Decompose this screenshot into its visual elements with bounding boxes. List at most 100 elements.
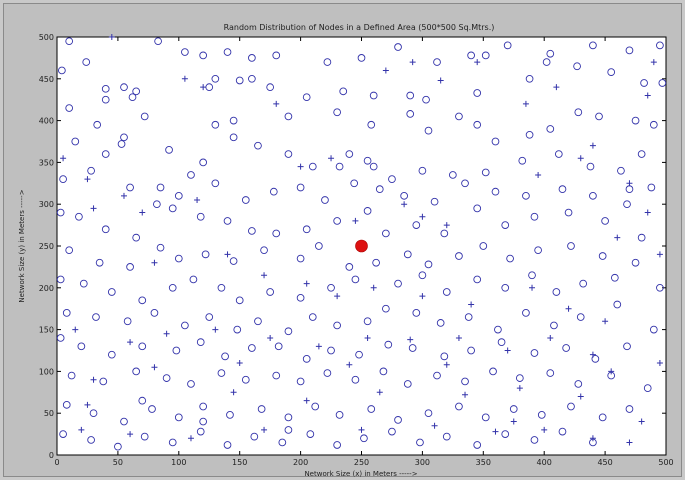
node-point [296,377,305,386]
node-plus-marker [644,92,651,99]
node-point [528,271,536,280]
node-plus-marker [267,334,274,341]
node-point [284,327,293,336]
node-point [546,369,555,377]
node-plus-marker [656,360,663,367]
x-tick-label: 0 [54,458,59,467]
node-point [372,258,380,267]
node-point [473,120,482,129]
node-point [546,125,555,133]
y-axis-label: Network Size (y) in Meters -----> [18,189,26,302]
node-plus-marker [352,217,359,224]
y-tick-label: 0 [49,451,54,460]
node-plus-marker [504,347,511,354]
node-point [62,400,71,409]
node-point [120,133,128,142]
node-plus-marker [370,284,377,291]
node-plus-marker [510,418,517,425]
node-point [464,313,473,321]
node-plus-marker [151,364,158,371]
node-point [199,158,208,167]
node-point [296,293,305,302]
node-plus-marker [589,351,596,358]
node-point [412,221,421,229]
node-point [501,430,510,438]
node-point [101,225,110,234]
node-point [558,427,567,436]
node-point [467,346,475,355]
node-point [229,116,238,125]
node-point [174,413,183,422]
node-point [75,212,83,221]
y-tick-label: 500 [39,33,54,42]
node-point [56,208,65,217]
node-point [181,321,189,330]
node-point [187,380,195,388]
node-point [369,162,378,171]
x-tick-label: 200 [293,458,308,467]
node-point [573,62,581,71]
node-point [154,37,162,46]
node-point [406,110,415,118]
node-point [235,76,244,85]
node-point [196,338,205,346]
node-point [643,384,652,392]
node-point [625,405,634,413]
node-point [481,413,490,422]
node-point [595,112,603,121]
node-point [440,352,449,361]
node-plus-marker [151,259,158,266]
node-point [455,112,463,121]
node-point [211,120,220,129]
node-point [367,405,376,413]
node-point [296,254,305,263]
node-plus-marker [626,439,633,446]
node-point [382,304,390,313]
node-plus-marker [589,142,596,149]
node-plus-marker [407,336,414,343]
figure-window: Random Distribution of Nodes in a Define… [3,3,682,478]
node-point [181,48,189,56]
x-axis-label: Network Size (x) in Meters -----> [304,470,417,478]
y-tick-label: 250 [39,242,54,251]
node-point [101,150,110,158]
node-point [613,300,622,309]
node-point [345,150,354,158]
node-point [436,319,445,327]
node-plus-marker [90,376,97,383]
node-plus-marker [455,334,462,341]
node-point [302,225,311,234]
node-plus-marker [72,326,79,333]
node-point [235,296,244,305]
node-point [233,325,242,334]
node-point [631,116,640,125]
node-point [567,402,575,411]
node-plus-marker [443,361,450,368]
node-point [479,242,488,250]
node-point [87,436,95,444]
node-point [525,130,534,139]
node-point [375,185,384,194]
node-plus-marker [656,251,663,258]
node-point [226,411,234,419]
node-point [308,162,317,171]
node-plus-marker [120,192,127,199]
node-point [491,137,500,146]
node-point [140,432,149,441]
node-plus-marker [108,34,115,40]
node-point [394,416,402,424]
node-point [302,355,311,363]
x-tick-label: 150 [232,458,247,467]
node-point [162,374,171,382]
node-plus-marker [547,334,554,341]
node-point [424,260,433,269]
node-plus-marker [194,197,201,204]
node-point [132,233,141,242]
node-point [489,367,497,376]
node-point [461,377,469,386]
node-point [296,183,305,192]
node-point [174,191,183,200]
node-point [400,191,408,200]
node-point [598,413,607,422]
y-tick-label: 300 [39,200,54,209]
